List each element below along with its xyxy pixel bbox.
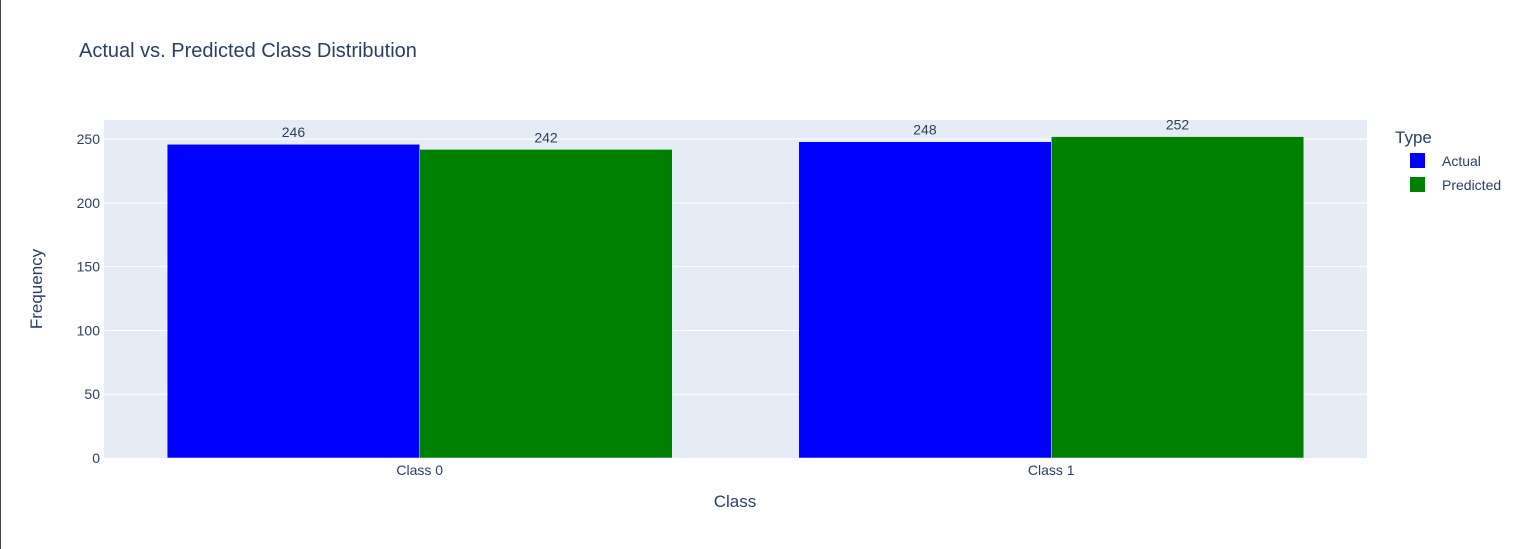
x-tick-label: Class 0	[396, 462, 443, 478]
y-tick-label: 0	[92, 450, 100, 466]
x-tick-label: Class 1	[1028, 462, 1075, 478]
x-axis-title: Class	[714, 492, 757, 511]
y-tick-label: 50	[84, 386, 100, 402]
chart-title: Actual vs. Predicted Class Distribution	[79, 40, 417, 62]
bar-value-label: 242	[534, 129, 558, 145]
bar-predicted-0[interactable]	[419, 149, 673, 459]
legend-swatch-actual[interactable]	[1410, 153, 1425, 168]
bar-actual-1[interactable]	[798, 141, 1052, 459]
y-axis-ticks: 0 50 100 150 200 250	[77, 131, 101, 466]
legend: Type Actual Predicted	[1395, 128, 1501, 193]
bar-predicted-1[interactable]	[1051, 136, 1305, 459]
legend-label-predicted[interactable]: Predicted	[1442, 177, 1501, 193]
legend-items: Actual Predicted	[1410, 153, 1501, 193]
x-axis-ticks: Class 0 Class 1	[396, 462, 1074, 478]
bar-value-label: 246	[282, 124, 306, 140]
legend-swatch-predicted[interactable]	[1410, 177, 1425, 192]
bar-actual-0[interactable]	[166, 143, 420, 459]
y-tick-label: 200	[77, 195, 101, 211]
bar-value-label: 252	[1166, 117, 1190, 133]
legend-title: Type	[1395, 128, 1432, 147]
y-tick-label: 100	[77, 322, 101, 338]
bars	[166, 136, 1305, 459]
bar-value-label: 248	[913, 122, 937, 138]
legend-label-actual[interactable]: Actual	[1442, 153, 1481, 169]
y-tick-label: 250	[77, 131, 101, 147]
y-tick-label: 150	[77, 259, 101, 275]
data-labels: 246 242 248 252	[282, 117, 1190, 146]
y-axis-title: Frequency	[27, 248, 46, 329]
